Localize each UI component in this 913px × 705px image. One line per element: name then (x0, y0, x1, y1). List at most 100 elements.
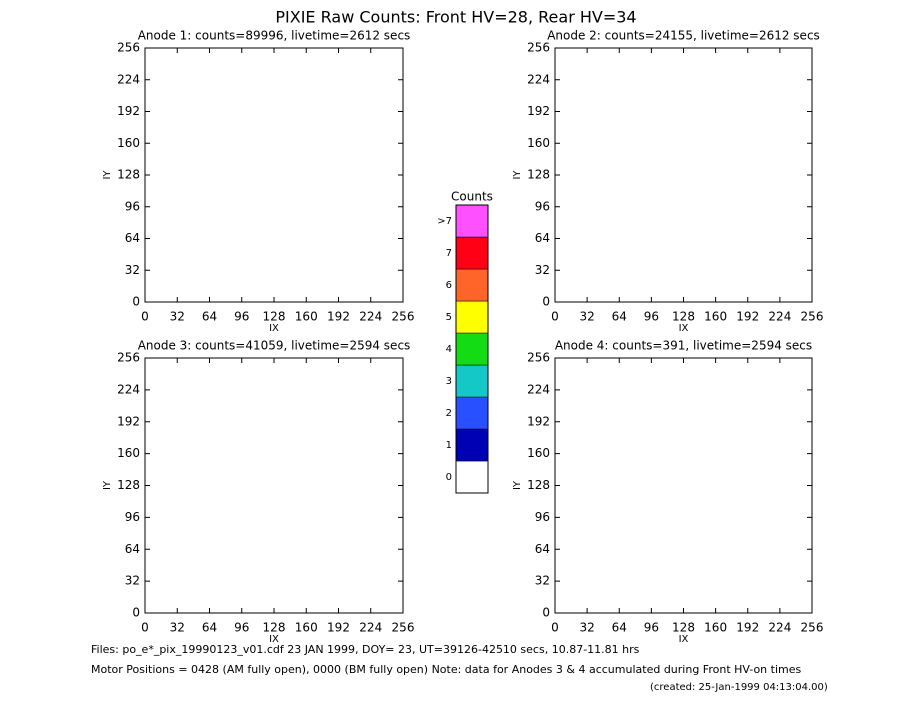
x-tick-label: 0 (141, 310, 149, 324)
colorbar-swatch (455, 204, 489, 238)
x-tick-label: 64 (612, 310, 627, 324)
x-tick-label: 192 (327, 310, 350, 324)
x-tick-label: 0 (551, 621, 559, 635)
colorbar-swatch (455, 332, 489, 366)
x-tick-label: 96 (234, 310, 249, 324)
x-tick-label: 224 (768, 621, 791, 635)
x-tick-label: 256 (801, 621, 824, 635)
y-tick-label: 224 (527, 382, 550, 396)
y-tick-label: 224 (117, 382, 140, 396)
x-tick-label: 192 (736, 310, 759, 324)
y-tick-label: 32 (535, 263, 550, 277)
colorbar-label: 7 (446, 248, 452, 259)
y-tick-label: 128 (117, 168, 140, 182)
footer-line: (created: 25-Jan-1999 04:13:04.00) (650, 682, 828, 693)
colorbar-swatch (455, 364, 489, 398)
y-tick-label: 160 (527, 446, 550, 460)
y-tick-label: 0 (132, 606, 140, 620)
x-tick-label: 160 (704, 310, 727, 324)
plot-area (554, 47, 813, 303)
x-tick-label: 96 (644, 310, 659, 324)
y-tick-label: 160 (117, 446, 140, 460)
y-tick-label: 160 (527, 136, 550, 150)
y-tick-label: 256 (117, 351, 140, 365)
y-tick-label: 160 (117, 136, 140, 150)
x-tick-label: 128 (263, 621, 286, 635)
y-tick-label: 0 (542, 606, 550, 620)
x-tick-label: 256 (392, 621, 415, 635)
x-tick-label: 160 (704, 621, 727, 635)
y-tick-label: 128 (117, 478, 140, 492)
y-tick-label: 64 (535, 231, 550, 245)
y-axis-label: IY (102, 170, 113, 180)
colorbar-label: 0 (446, 472, 452, 483)
y-tick-label: 256 (527, 351, 550, 365)
page-title: PIXIE Raw Counts: Front HV=28, Rear HV=3… (275, 8, 636, 27)
plot-area (554, 357, 813, 614)
x-axis-label: IX (269, 323, 279, 334)
x-tick-label: 96 (234, 621, 249, 635)
y-tick-label: 192 (527, 414, 550, 428)
x-tick-label: 256 (392, 310, 415, 324)
y-tick-label: 96 (125, 199, 140, 213)
footer-line: Motor Positions = 0428 (AM fully open), … (91, 663, 801, 676)
plot-area (144, 357, 404, 614)
colorbar-label: 1 (446, 440, 452, 451)
colorbar-swatch (455, 300, 489, 334)
x-tick-label: 32 (170, 310, 185, 324)
x-tick-label: 160 (295, 621, 318, 635)
y-tick-label: 224 (527, 72, 550, 86)
x-axis-label: IX (679, 323, 689, 334)
y-tick-label: 64 (125, 542, 140, 556)
colorbar-label: 2 (446, 408, 452, 419)
colorbar-label: 5 (446, 312, 452, 323)
colorbar-label: 4 (446, 344, 452, 355)
y-tick-label: 32 (535, 574, 550, 588)
x-tick-label: 64 (202, 310, 217, 324)
colorbar-label: >7 (437, 216, 452, 227)
x-tick-label: 128 (672, 621, 695, 635)
y-tick-label: 32 (125, 574, 140, 588)
panel-title: Anode 1: counts=89996, livetime=2612 sec… (138, 29, 411, 43)
panel-title: Anode 4: counts=391, livetime=2594 secs (555, 339, 812, 353)
x-tick-label: 224 (359, 621, 382, 635)
y-axis-label: IY (512, 480, 523, 490)
x-tick-label: 224 (768, 310, 791, 324)
x-tick-label: 256 (801, 310, 824, 324)
x-axis-label: IX (679, 634, 689, 645)
colorbar-swatch (455, 396, 489, 430)
x-tick-label: 224 (359, 310, 382, 324)
x-tick-label: 32 (579, 310, 594, 324)
y-tick-label: 192 (527, 104, 550, 118)
x-tick-label: 128 (672, 310, 695, 324)
x-axis-label: IX (269, 634, 279, 645)
y-tick-label: 96 (125, 510, 140, 524)
x-tick-label: 128 (263, 310, 286, 324)
y-tick-label: 64 (125, 231, 140, 245)
y-tick-label: 96 (535, 510, 550, 524)
y-tick-label: 32 (125, 263, 140, 277)
y-tick-label: 128 (527, 478, 550, 492)
y-tick-label: 256 (527, 41, 550, 55)
y-tick-label: 192 (117, 414, 140, 428)
x-tick-label: 0 (551, 310, 559, 324)
x-tick-label: 64 (202, 621, 217, 635)
colorbar-swatch (455, 460, 489, 494)
colorbar-swatch (455, 236, 489, 270)
x-tick-label: 32 (579, 621, 594, 635)
y-tick-label: 64 (535, 542, 550, 556)
y-tick-label: 128 (527, 168, 550, 182)
colorbar-swatch (455, 268, 489, 302)
x-tick-label: 64 (612, 621, 627, 635)
x-tick-label: 32 (170, 621, 185, 635)
colorbar-title: Counts (451, 190, 493, 204)
y-tick-label: 0 (132, 295, 140, 309)
x-tick-label: 192 (327, 621, 350, 635)
y-axis-label: IY (102, 480, 113, 490)
y-tick-label: 0 (542, 295, 550, 309)
y-tick-label: 96 (535, 199, 550, 213)
colorbar-frame (455, 204, 489, 494)
x-tick-label: 160 (295, 310, 318, 324)
colorbar-swatch (455, 428, 489, 462)
